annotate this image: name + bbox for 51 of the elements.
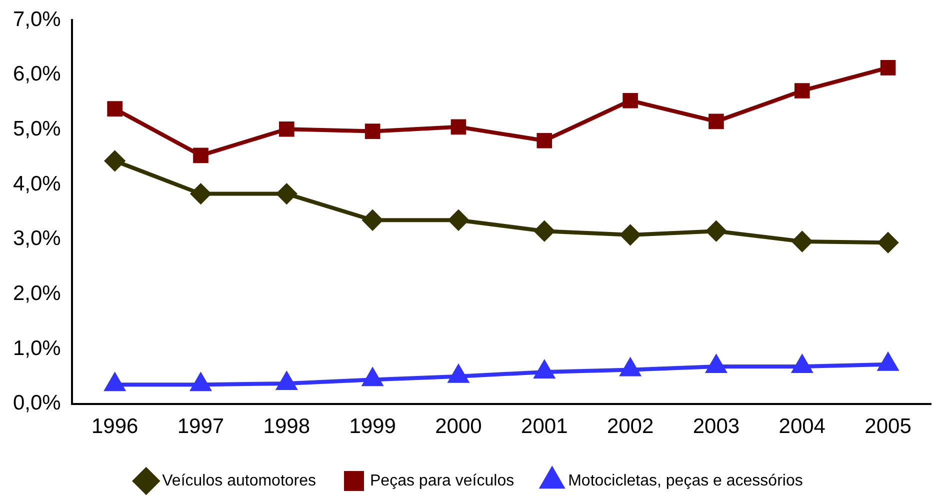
- point: [448, 210, 468, 230]
- y-tick-label: 6,0%: [12, 62, 61, 86]
- x-tick-label: 2004: [778, 415, 826, 438]
- legend-label: Veículos automotores: [162, 472, 316, 490]
- y-tick-label: 1,0%: [12, 336, 61, 360]
- point: [534, 221, 554, 242]
- point: [706, 221, 726, 242]
- x-tick-label: 2002: [606, 415, 654, 438]
- point: [448, 365, 468, 383]
- x-tick-label: 1997: [177, 415, 224, 438]
- point: [622, 92, 638, 108]
- x-tick-label: 1996: [91, 415, 138, 438]
- point: [878, 232, 898, 253]
- legend-label: Motocicletas, peças e acessórios: [568, 472, 803, 490]
- x-tick-label: 2000: [435, 415, 482, 438]
- x-tick-label: 2001: [521, 415, 568, 438]
- point: [364, 124, 380, 139]
- point: [190, 184, 211, 204]
- point: [362, 210, 383, 230]
- y-tick-label: 7,0%: [12, 8, 61, 31]
- legend-label: Peças para veículos: [370, 472, 514, 490]
- point: [450, 119, 466, 135]
- point: [193, 148, 208, 164]
- point: [362, 368, 382, 386]
- point: [792, 232, 812, 252]
- point: [278, 121, 294, 137]
- y-tick-label: 0,0%: [12, 392, 61, 415]
- y-tick-label: 4,0%: [12, 172, 61, 196]
- point: [104, 150, 125, 171]
- point: [534, 361, 554, 378]
- y-tick-label: 5,0%: [12, 117, 61, 140]
- point: [620, 358, 640, 376]
- point: [190, 374, 211, 392]
- x-tick-label: 2003: [692, 415, 740, 438]
- x-tick-label: 2005: [864, 415, 912, 438]
- x-tick-label: 1998: [263, 415, 310, 438]
- point: [880, 60, 896, 76]
- point: [706, 356, 726, 374]
- x-tick-label: 1999: [349, 415, 396, 438]
- point: [536, 132, 552, 148]
- point: [276, 184, 297, 204]
- point: [878, 353, 898, 371]
- point: [107, 101, 122, 116]
- point: [794, 83, 810, 98]
- y-tick-label: 3,0%: [12, 227, 61, 250]
- point: [105, 374, 125, 392]
- point: [276, 372, 296, 390]
- point: [792, 356, 812, 374]
- point: [708, 114, 724, 130]
- point: [620, 224, 640, 245]
- y-tick-label: 2,0%: [12, 282, 61, 305]
